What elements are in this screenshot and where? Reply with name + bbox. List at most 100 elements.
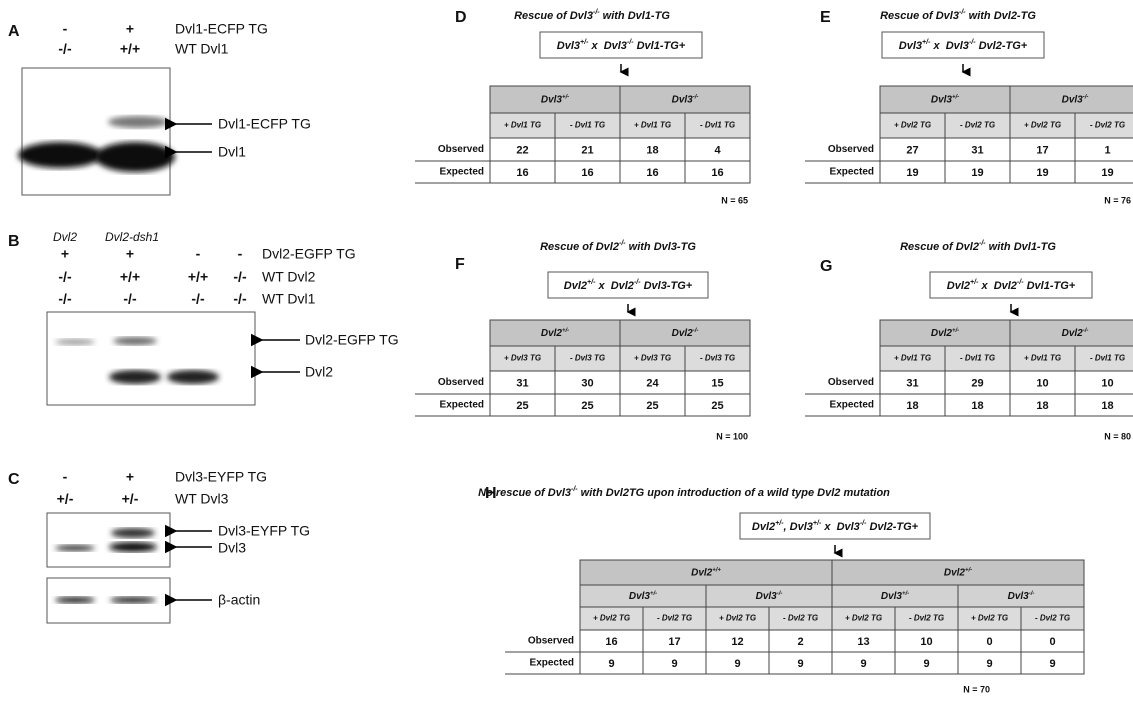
panel-label: E [820,9,831,26]
cell-value: 16 [605,636,617,648]
subheader: + Dvl2 TG [971,614,1008,623]
band [167,370,219,384]
subheader: + Dvl2 TG [894,121,931,130]
subheader: - Dvl1 TG [960,354,995,363]
cell-value: 24 [646,377,659,389]
cell-value: 18 [1036,400,1048,412]
text-run: Dvl3 [1062,94,1084,105]
band [111,528,155,538]
lane-genotype: - [63,21,68,37]
superscript: +/- [965,567,972,573]
cell-value: 19 [971,167,983,179]
subheader: - Dvl2 TG [657,614,692,623]
text-run: Rescue of Dvl3 [880,10,959,22]
text-run: with Dvl1-TG [600,10,671,22]
subheader: - Dvl1 TG [1090,354,1125,363]
superscript: +/- [952,94,959,100]
cell-value: 18 [906,400,918,412]
panel-label: A [8,23,20,40]
text-run: Dvl2-TG+ [866,521,918,533]
panel-title: Rescue of Dvl2-/- with Dvl1-TG [900,240,1056,253]
cell-value: 10 [1036,377,1048,389]
cell-value: 22 [516,144,528,156]
row-label: Expected [830,400,874,411]
row-label: Expected [530,658,574,669]
text-run: No rescue of Dvl3 [478,487,571,499]
row-label: Expected [440,400,484,411]
panel-title: Rescue of Dvl2-/- with Dvl3-TG [540,240,696,253]
cell-value: 18 [646,144,658,156]
text-run: Dvl3 [899,40,922,52]
row-label: Observed [828,377,874,388]
text-run: Dvl2 [944,567,966,578]
subheader: - Dvl2 TG [960,121,995,130]
superscript: +/- [562,328,569,334]
panel-label: D [455,9,467,26]
table-panel: FRescue of Dvl2-/- with Dvl3-TGDvl2+/- x… [415,240,750,441]
text-run: with Dvl2-TG [966,10,1037,22]
cell-value: 19 [1036,167,1048,179]
row-label: WT Dvl1 [175,41,229,57]
lane-genotype: +/- [122,491,139,507]
lane-genotype: -/- [233,269,247,285]
text-run: Dvl1-TG+ [1024,280,1076,292]
lane-genotype: - [238,246,243,262]
text-run: x Dvl3 [821,521,860,533]
band-label: Dvl3-EYFP TG [218,523,310,539]
band-label: Dvl3 [218,540,246,556]
panel-label: F [455,256,465,273]
blot [22,68,170,195]
text-run: with Dvl3-TG [626,241,697,253]
cell-value: 29 [971,377,983,389]
band [55,545,95,551]
band [95,142,175,172]
superscript: +/- [902,591,909,597]
lane-genotype: +/+ [120,269,140,285]
cell-value: 10 [1101,377,1113,389]
cell-value: 4 [714,144,721,156]
lane-genotype: -/- [233,291,247,307]
text-run: Dvl3 [672,94,694,105]
row-label: Expected [440,167,484,178]
cell-value: 16 [516,167,528,179]
superscript: -/- [1029,591,1035,597]
panel-label: C [8,471,20,488]
lane-genotype: + [126,21,134,37]
blot [47,513,170,567]
text-run: Dvl3 [881,591,903,602]
text-run: Dvl3 [541,94,563,105]
text-run: x Dvl2 [595,280,634,292]
band-label: Dvl2-EGFP TG [305,332,399,348]
cell-value: 31 [906,377,918,389]
band-label: β-actin [218,592,260,608]
cell-value: 9 [860,658,866,670]
cell-value: 0 [1049,636,1055,648]
row-label: Dvl2-EGFP TG [262,246,356,262]
lane-genotype: + [61,246,69,262]
row-label: Dvl3-EYFP TG [175,469,267,485]
cell-value: 1 [1104,144,1110,156]
subheader: - Dvl2 TG [1090,121,1125,130]
subheader: + Dvl2 TG [719,614,756,623]
lane-genotype: - [63,469,68,485]
text-run: Dvl2 [541,328,563,339]
cross-text: Dvl2+/- x Dvl2-/- Dvl3-TG+ [564,279,693,292]
text-run: Dvl3 [756,591,778,602]
subheader: - Dvl2 TG [1035,614,1070,623]
row-label: Observed [438,144,484,155]
text-run: x Dvl3 [930,40,969,52]
subheader: + Dvl2 TG [593,614,630,623]
subheader: + Dvl2 TG [1024,121,1061,130]
superscript: +/- [952,328,959,334]
cell-value: 25 [646,400,658,412]
band-label: Dvl1 [218,144,246,160]
text-run: Rescue of Dvl2 [900,241,979,253]
text-run: Dvl2 [672,328,694,339]
panel-c: C - + Dvl3-EYFP TG +/- +/- WT Dvl3 Dvl3-… [8,469,310,623]
subheader: + Dvl1 TG [504,121,541,130]
lane-genotype: -/- [191,291,205,307]
band [109,542,157,552]
row-label: Expected [830,167,874,178]
band [110,597,156,603]
superscript: -/- [1083,94,1089,100]
